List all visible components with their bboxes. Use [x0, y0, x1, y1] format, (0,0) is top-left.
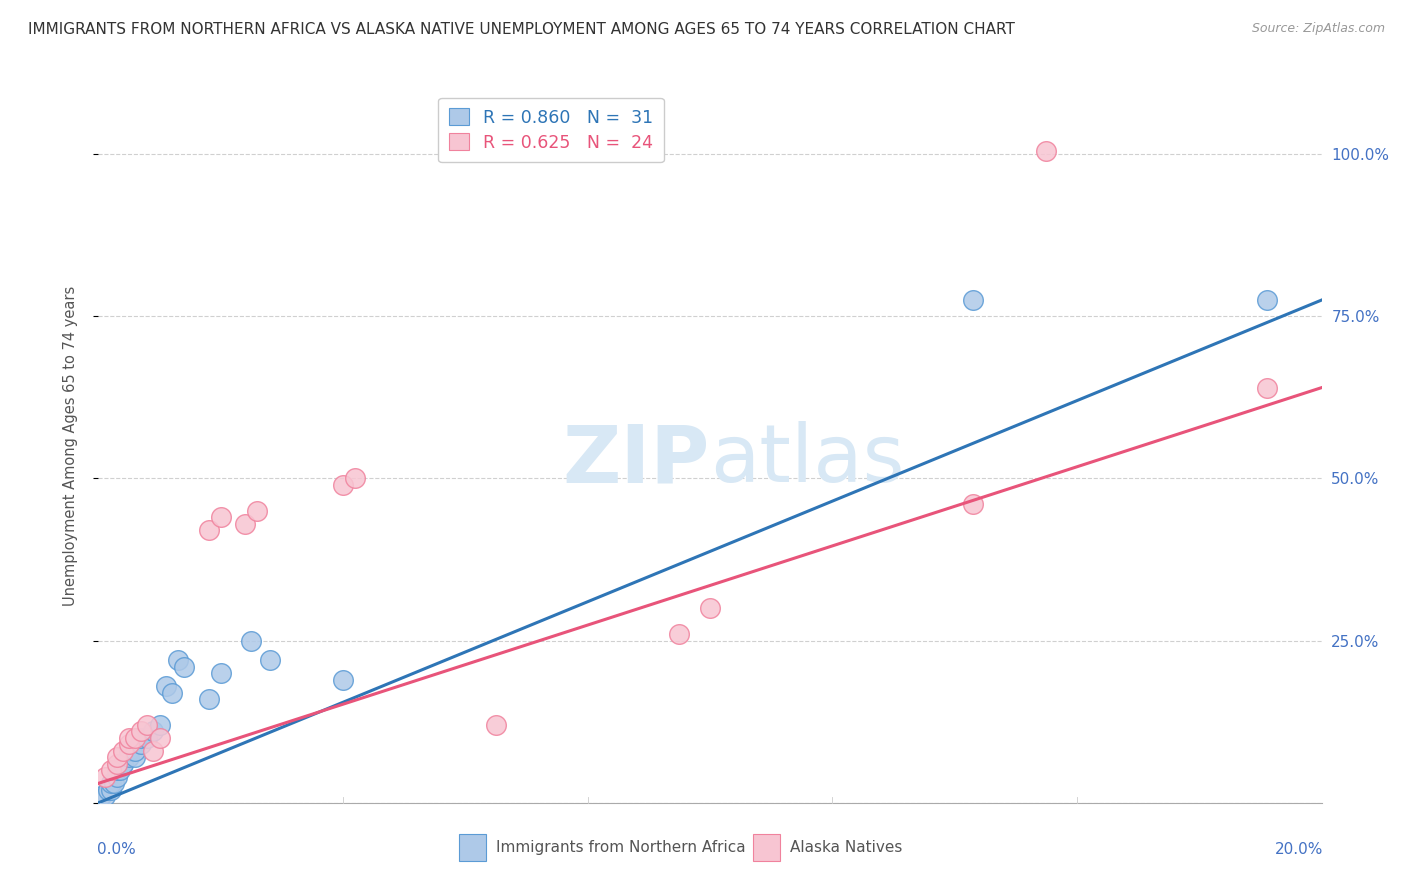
Point [142, 744, 165, 758]
Point [118, 731, 141, 745]
Point [111, 756, 134, 771]
Point [1035, 144, 1057, 158]
Point [93, 770, 115, 784]
Point [160, 685, 183, 699]
Point [124, 744, 146, 758]
Point [699, 601, 721, 615]
Text: Alaska Natives: Alaska Natives [790, 840, 901, 855]
Text: Source: ZipAtlas.com: Source: ZipAtlas.com [1251, 22, 1385, 36]
Text: ZIP: ZIP [562, 421, 710, 500]
Point [100, 776, 122, 790]
Legend: R = 0.860   N =  31, R = 0.625   N =  24: R = 0.860 N = 31, R = 0.625 N = 24 [439, 98, 664, 162]
Point [149, 731, 172, 745]
Point [209, 666, 232, 681]
Point [118, 738, 141, 752]
Point [136, 718, 159, 732]
Point [332, 478, 354, 492]
Point [1256, 381, 1278, 395]
Point [197, 692, 219, 706]
Point [155, 679, 177, 693]
Point [962, 497, 984, 511]
Point [105, 770, 128, 784]
Point [111, 744, 134, 758]
Text: IMMIGRANTS FROM NORTHERN AFRICA VS ALASKA NATIVE UNEMPLOYMENT AMONG AGES 65 TO 7: IMMIGRANTS FROM NORTHERN AFRICA VS ALASK… [28, 22, 1015, 37]
Point [105, 750, 128, 764]
Y-axis label: Unemployment Among Ages 65 to 74 years: Unemployment Among Ages 65 to 74 years [63, 285, 77, 607]
Point [129, 731, 152, 745]
Point [259, 653, 281, 667]
Point [118, 744, 141, 758]
Point [240, 633, 263, 648]
Point [197, 524, 219, 538]
Point [97, 782, 120, 797]
Point [100, 782, 122, 797]
Point [332, 673, 354, 687]
Point [108, 764, 131, 778]
Point [1256, 293, 1278, 307]
Point [167, 653, 190, 667]
Point [233, 516, 256, 531]
Point [105, 756, 128, 771]
Point [124, 750, 146, 764]
Text: Immigrants from Northern Africa: Immigrants from Northern Africa [496, 840, 745, 855]
Point [105, 764, 128, 778]
Text: atlas: atlas [710, 421, 904, 500]
Point [344, 471, 367, 485]
Point [124, 731, 146, 745]
Point [485, 718, 508, 732]
Point [246, 504, 269, 518]
Point [103, 776, 125, 790]
Point [149, 718, 172, 732]
Text: 0.0%: 0.0% [97, 842, 136, 857]
Point [93, 789, 115, 804]
Point [111, 756, 134, 771]
Bar [460, 834, 486, 862]
Point [100, 764, 122, 778]
Point [129, 738, 152, 752]
Bar [752, 834, 780, 862]
Point [668, 627, 690, 641]
Point [118, 750, 141, 764]
Point [136, 731, 159, 745]
Point [90, 789, 112, 804]
Point [962, 293, 984, 307]
Text: 20.0%: 20.0% [1274, 842, 1323, 857]
Point [129, 724, 152, 739]
Point [173, 659, 195, 673]
Point [209, 510, 232, 524]
Point [142, 724, 165, 739]
